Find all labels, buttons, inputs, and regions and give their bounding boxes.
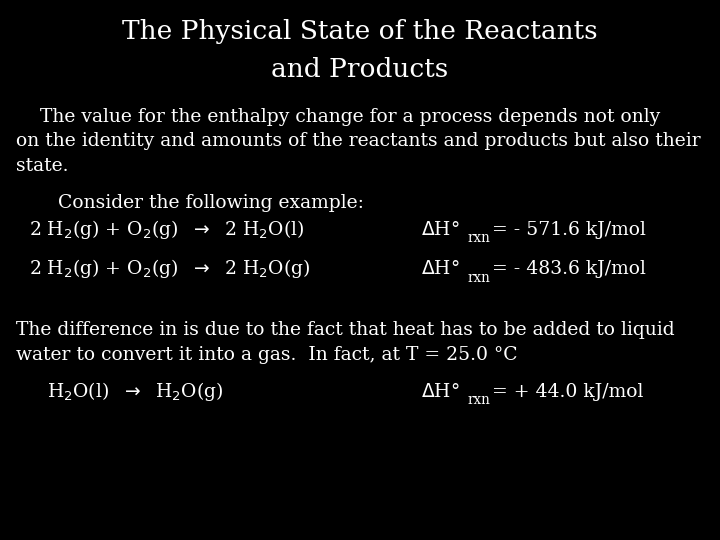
Text: $\Delta$H$\degree$: $\Delta$H$\degree$ [421,260,460,278]
Text: $\Delta$H$\degree$: $\Delta$H$\degree$ [421,221,460,239]
Text: = - 483.6 kJ/mol: = - 483.6 kJ/mol [492,260,646,278]
Text: and Products: and Products [271,57,449,82]
Text: rxn: rxn [467,271,490,285]
Text: 2 H$_2$(g) + O$_2$(g)  $\rightarrow$  2 H$_2$O(l): 2 H$_2$(g) + O$_2$(g) $\rightarrow$ 2 H$… [29,218,305,241]
Text: H$_2$O(l)  $\rightarrow$  H$_2$O(g): H$_2$O(l) $\rightarrow$ H$_2$O(g) [47,380,223,403]
Text: rxn: rxn [467,394,490,408]
Text: = + 44.0 kJ/mol: = + 44.0 kJ/mol [492,383,643,401]
Text: Consider the following example:: Consider the following example: [58,194,364,212]
Text: = - 571.6 kJ/mol: = - 571.6 kJ/mol [492,221,646,239]
Text: 2 H$_2$(g) + O$_2$(g)  $\rightarrow$  2 H$_2$O(g): 2 H$_2$(g) + O$_2$(g) $\rightarrow$ 2 H$… [29,258,310,280]
Text: $\Delta$H$\degree$: $\Delta$H$\degree$ [421,383,460,401]
Text: The value for the enthalpy change for a process depends not only
on the identity: The value for the enthalpy change for a … [16,108,701,174]
Text: The Physical State of the Reactants: The Physical State of the Reactants [122,19,598,44]
Text: The difference in is due to the fact that heat has to be added to liquid
water t: The difference in is due to the fact tha… [16,321,675,363]
Text: rxn: rxn [467,232,490,246]
